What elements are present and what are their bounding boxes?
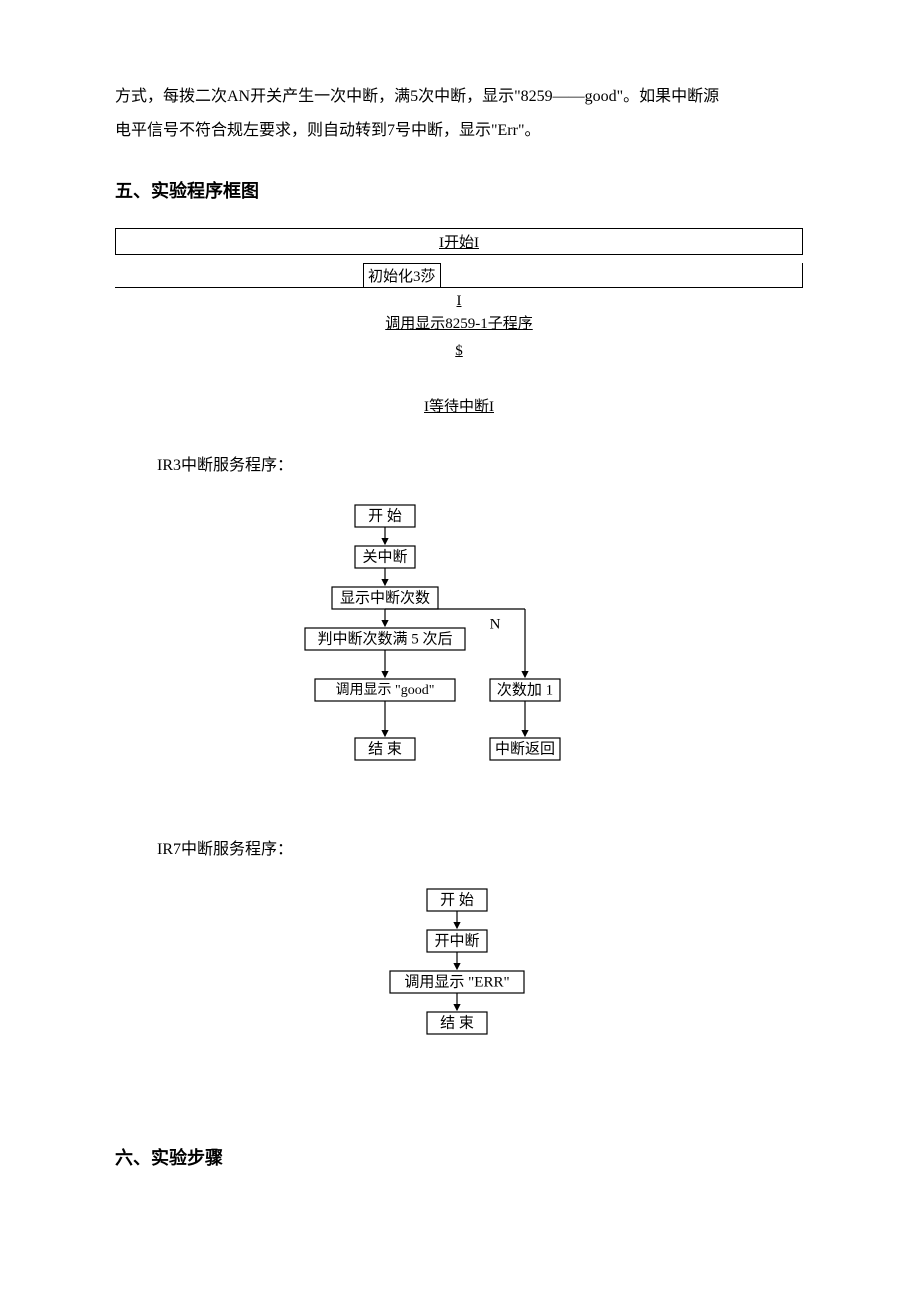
- ir7-start-text: 开 始: [440, 892, 474, 909]
- flow-init-row: 初始化3莎: [115, 263, 803, 288]
- intro-paragraph: 方式，每拨二次AN开关产生一次中断，满5次中断，显示"8259——good"。如…: [115, 80, 805, 147]
- ir7-title: IR7中断服务程序：: [157, 835, 805, 859]
- ir3-flowchart-container: 开 始 关中断 显示中断次数 判中断次数满 5 次后 N 调用显示 "good"…: [115, 500, 805, 805]
- ir3-end-text: 结 束: [368, 741, 402, 758]
- section-6-title: 六、实验步骤: [115, 1144, 805, 1170]
- flow-start-text: I开始I: [439, 235, 479, 251]
- flow-wait: I等待中断I: [115, 395, 803, 416]
- section-5-title: 五、实验程序框图: [115, 177, 805, 203]
- ir3-n-label: N: [490, 617, 501, 633]
- ir3-flowchart-svg: 开 始 关中断 显示中断次数 判中断次数满 5 次后 N 调用显示 "good"…: [290, 500, 630, 805]
- ir3-close-text: 关中断: [362, 549, 407, 566]
- ir7-flowchart-svg: 开 始 开中断 调用显示 "ERR" 结 束: [360, 884, 560, 1074]
- flow-init-box: 初始化3莎: [363, 263, 441, 288]
- init-spacer-right: [441, 263, 803, 288]
- ir3-good-text: 调用显示 "good": [336, 682, 435, 698]
- flow-start-box: I开始I: [115, 228, 803, 255]
- ir7-end-text: 结 束: [440, 1015, 474, 1032]
- flow-i-marker: I: [115, 293, 803, 310]
- ir7-flowchart-container: 开 始 开中断 调用显示 "ERR" 结 束: [115, 884, 805, 1074]
- flow-call-display: 调用显示8259-1子程序: [115, 312, 803, 333]
- ir3-return-text: 中断返回: [495, 741, 555, 758]
- ir3-title: IR3中断服务程序：: [157, 451, 805, 475]
- ir3-showcount-text: 显示中断次数: [340, 590, 430, 607]
- ir3-start-text: 开 始: [368, 508, 402, 525]
- main-flowchart: I开始I 初始化3莎 I 调用显示8259-1子程序 $ I等待中断I: [115, 228, 805, 416]
- init-spacer-left: [115, 263, 363, 288]
- ir7-err-text: 调用显示 "ERR": [404, 974, 509, 991]
- ir3-judge-text: 判中断次数满 5 次后: [317, 631, 452, 648]
- intro-line2: 电平信号不符合规左要求，则自动转到7号中断，显示"Err"。: [115, 122, 541, 139]
- intro-line1: 方式，每拨二次AN开关产生一次中断，满5次中断，显示"8259——good"。如…: [115, 88, 719, 105]
- flow-dollar: $: [115, 343, 803, 360]
- ir3-plus-text: 次数加 1: [497, 682, 553, 699]
- ir7-open-text: 开中断: [434, 933, 479, 950]
